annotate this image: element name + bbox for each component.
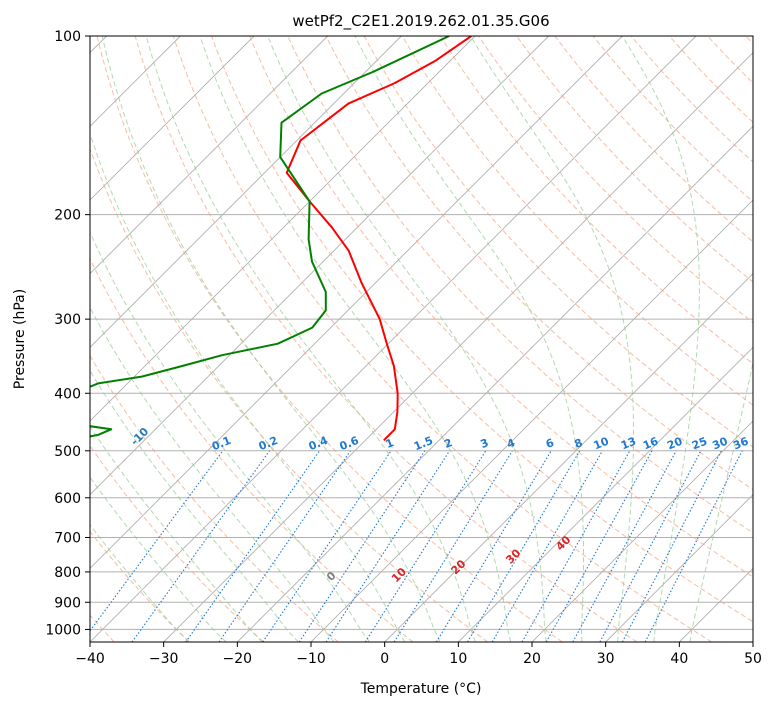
mixing-ratio-label: 3: [478, 436, 490, 451]
dry-adiabat-line: [90, 147, 488, 642]
moist-adiabat-line: [689, 360, 753, 642]
x-tick-label: 10: [449, 651, 467, 667]
mixing-ratio-line: [364, 450, 487, 642]
temperature-profile-line: [285, 36, 472, 442]
x-tick-label: 30: [597, 651, 615, 667]
mixing-ratio-line: [545, 450, 653, 642]
dry-adiabat-line: [90, 444, 264, 642]
mixing-ratio-line: [393, 450, 513, 642]
moist-adiabat-line: [90, 306, 335, 642]
isotherm-line: [90, 36, 623, 569]
mixing-ratio-line: [572, 450, 677, 642]
plot-frame: [89, 35, 754, 643]
y-tick-label: 400: [54, 386, 81, 402]
mixing-ratio-line: [90, 450, 224, 632]
dry-adiabat-line: [96, 36, 563, 642]
x-tick-label: 0: [380, 651, 389, 667]
mixing-ratio-label: 1: [384, 436, 396, 451]
x-tick-label: −30: [149, 651, 179, 667]
y-tick-label: 1000: [45, 622, 81, 638]
mixing-ratio-label: 25: [690, 435, 709, 453]
isotherm-line: [90, 36, 402, 348]
mixing-ratio-label: 20: [665, 435, 684, 453]
mixing-ratio-line: [218, 450, 351, 642]
mixing-ratio-label: 2: [442, 436, 454, 451]
isotherm-line: [531, 420, 753, 642]
isotherm-line: [90, 36, 255, 201]
dewpoint-profile-line: [90, 36, 450, 438]
dry-adiabat-line: [90, 257, 414, 642]
mixing-ratio-label: 10: [592, 435, 611, 453]
dry-adiabat-line: [172, 36, 712, 642]
mixing-ratio-label: 36: [731, 435, 750, 453]
isotherm-line: [605, 494, 753, 642]
mixing-ratio-line: [435, 450, 552, 642]
moist-adiabat-line: [90, 230, 371, 642]
isotherm-line: [90, 36, 476, 422]
background-lines: [90, 36, 753, 642]
dry-adiabat-line: [439, 36, 753, 365]
moist-adiabat-line: [621, 36, 700, 642]
y-tick-label: 700: [54, 531, 81, 547]
x-tick-label: 50: [744, 651, 762, 667]
isotherm-line: [90, 36, 328, 275]
axes: −40 −30 −20 −10 0 10 20 30 40 50 100 200 300 400 500 60…: [45, 29, 762, 667]
moist-adiabat-line: [101, 36, 441, 642]
moist-adiabat-line: [199, 36, 512, 642]
dry-adiabat-line: [90, 530, 190, 642]
moist-adiabat-line: [267, 36, 547, 642]
dry-adiabat-line: [211, 36, 753, 623]
mixing-ratio-line: [131, 450, 271, 642]
x-tick-label: −40: [75, 651, 105, 667]
isotherm-line: [90, 36, 549, 496]
moist-adiabat-line: [145, 36, 476, 642]
mixing-ratio-label: 8: [572, 436, 584, 451]
x-axis-label: Temperature (°C): [360, 681, 482, 697]
isotherm-line: [384, 273, 753, 642]
mixing-ratio-label: 30: [711, 435, 730, 453]
profile-lines: [90, 36, 472, 442]
y-axis-label: Pressure (hPa): [12, 289, 28, 389]
x-tick-label: 20: [523, 651, 541, 667]
x-tick-label: 40: [670, 651, 688, 667]
y-tick-label: 800: [54, 565, 81, 581]
isotherm-line: [163, 52, 753, 642]
mixing-ratio-line: [644, 450, 743, 642]
y-tick-label: 100: [54, 29, 81, 45]
moist-adiabat-line: [90, 132, 406, 642]
moist-adiabat-line: [470, 36, 634, 642]
y-tick-label: 300: [54, 312, 81, 328]
dry-adiabat-line: [134, 36, 638, 642]
y-tick-label: 500: [54, 444, 81, 460]
dry-adiabat-line: [90, 354, 339, 642]
isotherm-line: [90, 36, 697, 642]
mixing-ratio-line: [325, 450, 451, 642]
mixing-ratio-line: [621, 450, 722, 642]
isotherm-line: [458, 346, 753, 642]
mixing-ratio-label: 16: [641, 435, 660, 453]
mixing-ratio-line: [185, 450, 321, 642]
y-tick-label: 600: [54, 491, 81, 507]
x-tick-label: −10: [296, 651, 326, 667]
dry-adiabat-line: [516, 36, 753, 283]
y-tick-label: 900: [54, 595, 81, 611]
dry-adiabat-line: [325, 36, 753, 491]
dry-adiabat-line: [249, 36, 753, 578]
dry-adiabat-line: [401, 36, 753, 406]
mixing-ratio-line: [599, 450, 702, 642]
isotherm-line: [237, 125, 753, 642]
chart-title: wetPf2_C2E1.2019.262.01.35.G06: [292, 12, 549, 31]
mixing-ratio-line: [521, 450, 631, 642]
x-tick-label: −20: [223, 651, 253, 667]
y-tick-label: 200: [54, 208, 81, 224]
mixing-ratio-label: 13: [619, 435, 638, 453]
